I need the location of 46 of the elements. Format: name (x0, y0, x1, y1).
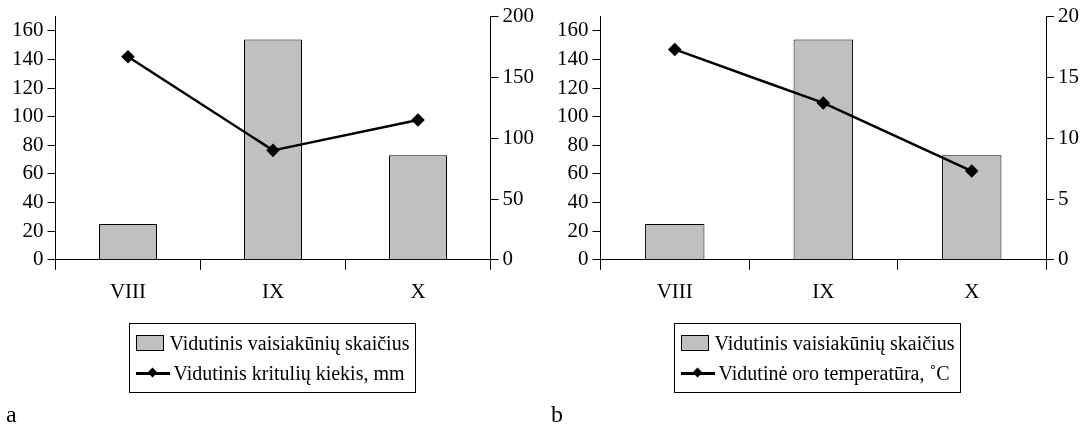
legend-label: Vidutinis vaisiakūnių skaičius (714, 331, 955, 355)
y2-tick-label: 10 (1058, 124, 1079, 149)
y-tick-label: 140 (557, 46, 589, 71)
y-tick-label: 20 (22, 217, 44, 242)
y-tick-label: 40 (567, 189, 589, 214)
x-tick-label: X (410, 278, 426, 303)
y2-tick-label: 5 (1058, 185, 1069, 210)
legend-label: Vidutinis kritulių kiekis, mm (173, 361, 405, 385)
y-tick-label: 60 (567, 160, 589, 185)
x-tick-label: VIII (656, 278, 693, 303)
x-tick-label: IX (261, 278, 285, 303)
y2-tick-label: 200 (502, 3, 534, 28)
y2-tick-label: 0 (1058, 246, 1069, 271)
y-tick-label: 0 (578, 246, 589, 271)
point (668, 43, 681, 56)
y-tick-label: 120 (12, 74, 44, 99)
y-tick-label: 80 (22, 131, 44, 156)
y-tick-label: 40 (22, 189, 44, 214)
y2-tick-label: 150 (502, 63, 534, 88)
y2-tick-label: 20 (1058, 3, 1079, 28)
y-tick-label: 20 (567, 217, 589, 242)
point (965, 164, 978, 178)
legend-label: Vidutinė oro temperatūra, ˚C (718, 361, 950, 385)
y-tick-label: 140 (12, 46, 44, 71)
point (817, 96, 830, 110)
point (266, 144, 280, 157)
y2-tick-label: 0 (502, 246, 513, 271)
y-tick-label: 100 (557, 103, 589, 128)
y-tick-label: 0 (33, 246, 44, 271)
y-tick-label: 160 (12, 17, 44, 42)
y2-tick-label: 15 (1058, 63, 1079, 88)
y2-tick-label: 100 (502, 124, 534, 149)
x-tick-label: VIII (109, 278, 147, 303)
x-tick-label: X (964, 278, 980, 303)
y2-tick-label: 50 (502, 185, 524, 210)
legend-label: Vidutinis vaisiakūnių skaičius (169, 331, 410, 355)
y-tick-label: 100 (12, 103, 44, 128)
text: a (6, 401, 17, 428)
y-tick-label: 60 (22, 160, 44, 185)
text: b (551, 401, 563, 428)
point (411, 113, 425, 127)
y-tick-label: 120 (557, 74, 589, 99)
point (121, 50, 135, 63)
x-tick-label: IX (812, 278, 835, 303)
y-tick-label: 80 (567, 131, 589, 156)
y-tick-label: 160 (557, 17, 589, 42)
